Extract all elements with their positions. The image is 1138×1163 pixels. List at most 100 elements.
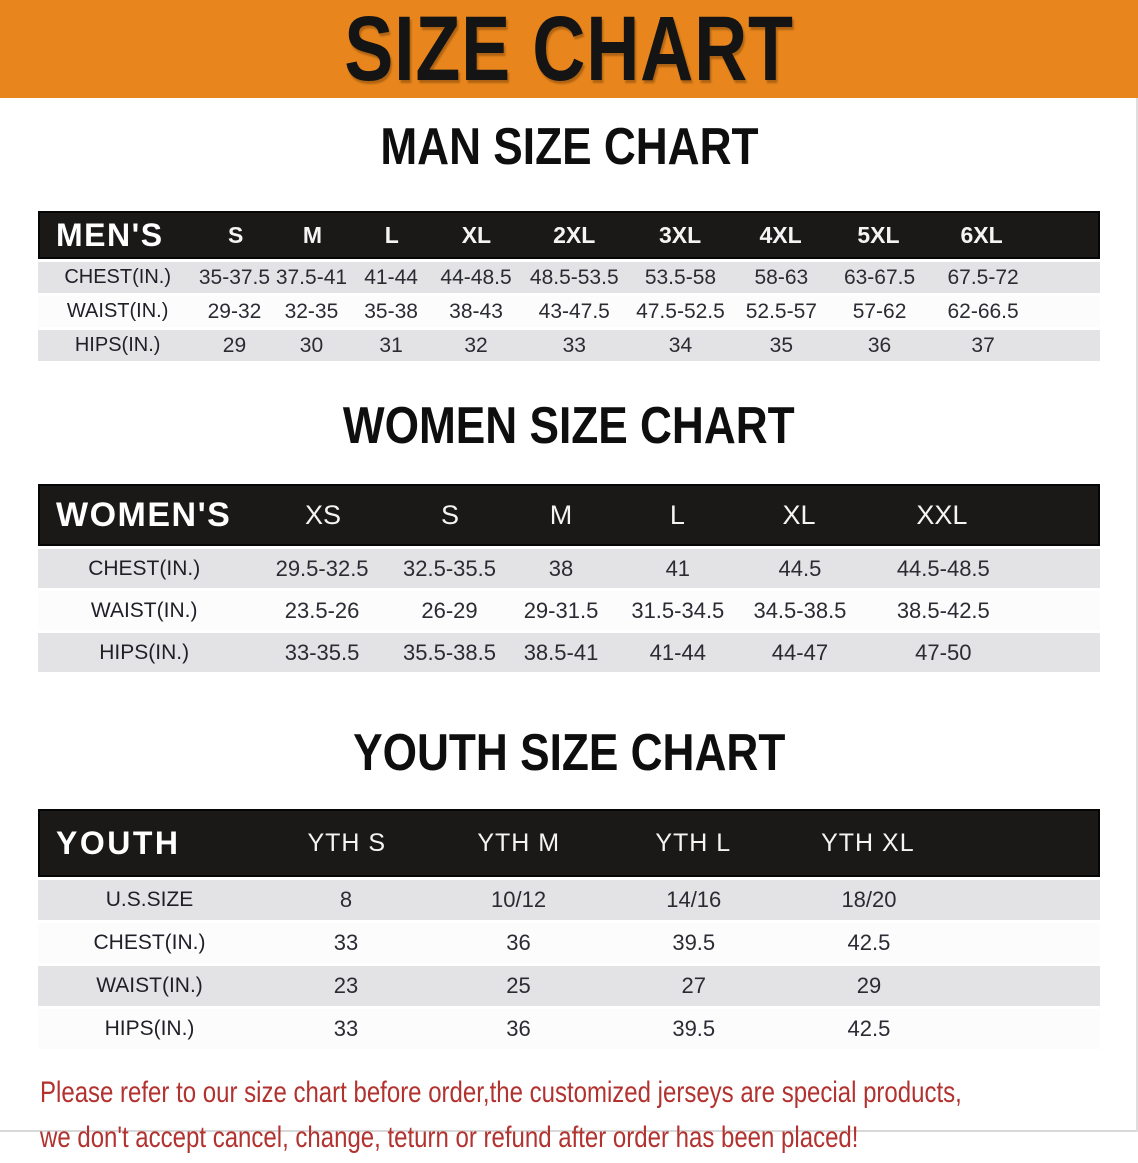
size-value-cell: 34 [668,333,693,357]
size-column-header: 4XL [759,221,802,248]
size-value-cell: 57-62 [852,299,907,323]
size-value-cell: 35.5-38.5 [403,639,496,665]
size-value-cell: 41 [665,555,691,581]
size-value-cell: 32-35 [284,299,339,323]
section-heading-women: WOMEN SIZE CHART [343,397,795,455]
size-value-cell: 30 [299,333,324,357]
size-value-cell: 43-47.5 [538,299,610,323]
size-value-cell: 37 [971,333,995,357]
size-value-cell: 29-32 [207,299,262,323]
size-value-cell: 33-35.5 [284,639,360,665]
size-value-cell: 48.5-53.5 [529,265,619,289]
men-size-table: MEN'S S M L XL 2XL 3XL 4XL 5XL 6XL CHEST… [38,211,1100,361]
size-value-cell: 39.5 [672,1016,716,1041]
size-value-cell: 39.5 [672,930,716,955]
size-value-cell: 35 [769,333,794,357]
size-column-header: XXL [916,499,968,530]
size-value-cell: 44.5-48.5 [896,555,990,581]
size-value-cell: 47-50 [915,639,972,665]
size-value-cell: 10/12 [491,887,547,912]
row-label: HIPS(IN.) [99,640,190,664]
size-value-cell: 33 [333,930,359,955]
size-value-cell: 35-38 [364,299,418,323]
youth-waist-row: WAIST(IN.) 23 25 27 29 [38,966,1100,1006]
size-value-cell: 23.5-26 [284,597,360,623]
size-value-cell: 63-67.5 [843,265,916,289]
size-value-cell: 34.5-38.5 [753,597,847,623]
size-column-header: L [384,221,399,248]
size-value-cell: 31.5-34.5 [631,597,725,623]
size-value-cell: 37.5-41 [275,265,348,289]
women-table-corner-label: WOMEN'S [56,495,232,534]
size-column-header: YTH XL [821,828,915,857]
size-value-cell: 62-66.5 [947,299,1019,323]
size-value-cell: 41-44 [364,265,418,289]
size-column-header: L [669,499,685,530]
page-title: SIZE CHART [344,0,794,100]
women-table-header-row: WOMEN'S XS S M L XL XXL [38,484,1100,546]
size-value-cell: 33 [562,333,586,357]
size-column-header: S [440,499,459,530]
men-table-corner-label: MEN'S [56,216,164,253]
row-label: WAIST(IN.) [90,598,198,622]
size-value-cell: 32 [464,333,488,357]
section-heading-men: MAN SIZE CHART [379,118,759,176]
size-value-cell: 67.5-72 [947,265,1019,289]
size-value-cell: 29.5-32.5 [275,555,369,581]
row-label: HIPS(IN.) [74,334,161,356]
men-waist-row: WAIST(IN.) 29-32 32-35 35-38 38-43 43-47… [38,296,1100,327]
size-column-header: YTH S [307,828,387,857]
men-hips-row: HIPS(IN.) 29 30 31 32 33 34 35 36 37 [38,330,1100,361]
size-column-header: YTH L [655,828,732,857]
size-value-cell: 26-29 [421,597,478,623]
youth-size-table: YOUTH YTH S YTH M YTH L YTH XL U.S.SIZE … [38,809,1100,1049]
size-column-header: 5XL [857,221,900,248]
size-value-cell: 44.5 [778,555,822,581]
size-value-cell: 18/20 [841,887,897,912]
disclaimer: Please refer to our size chart before or… [40,1073,1138,1163]
size-value-cell: 32.5-35.5 [403,555,496,581]
youth-ussize-row: U.S.SIZE 8 10/12 14/16 18/20 [38,880,1100,920]
size-value-cell: 58-63 [754,265,809,289]
size-value-cell: 8 [339,887,353,912]
row-label: HIPS(IN.) [104,1017,195,1040]
size-value-cell: 42.5 [847,1016,891,1041]
disclaimer-line-1: Please refer to our size chart before or… [40,1076,962,1109]
size-column-header: YTH M [477,828,561,857]
size-value-cell: 29-31.5 [523,597,599,623]
women-chest-row: CHEST(IN.) 29.5-32.5 32.5-35.5 38 41 44.… [38,549,1100,588]
disclaimer-line-2: we don't accept cancel, change, teturn o… [40,1121,859,1154]
men-chest-row: CHEST(IN.) 35-37.5 37.5-41 41-44 44-48.5… [38,262,1100,293]
size-value-cell: 33 [333,1016,359,1041]
men-table-header-row: MEN'S S M L XL 2XL 3XL 4XL 5XL 6XL [38,211,1100,259]
size-value-cell: 44-48.5 [440,265,512,289]
size-value-cell: 23 [333,973,359,998]
size-value-cell: 29 [222,333,247,357]
youth-table-header-row: YOUTH YTH S YTH M YTH L YTH XL [38,809,1100,877]
women-waist-row: WAIST(IN.) 23.5-26 26-29 29-31.5 31.5-34… [38,591,1100,630]
size-column-header: 3XL [658,221,702,248]
section-heading-youth: YOUTH SIZE CHART [352,724,786,782]
size-column-header: 6XL [960,221,1003,248]
size-column-header: S [228,221,244,248]
size-column-header: XL [461,221,492,248]
size-column-header: XL [782,499,816,530]
youth-table-corner-label: YOUTH [56,824,181,861]
size-column-header: XS [304,499,342,530]
women-hips-row: HIPS(IN.) 33-35.5 35.5-38.5 38.5-41 41-4… [38,633,1100,672]
youth-hips-row: HIPS(IN.) 33 36 39.5 42.5 [38,1009,1100,1049]
size-value-cell: 38.5-42.5 [896,597,990,623]
size-value-cell: 41-44 [649,639,706,665]
size-value-cell: 44-47 [771,639,829,665]
row-label: CHEST(IN.) [64,266,171,288]
row-label: WAIST(IN.) [96,974,203,997]
row-label: U.S.SIZE [105,888,194,911]
row-label: CHEST(IN.) [93,931,206,954]
banner: SIZE CHART [0,0,1138,98]
size-value-cell: 42.5 [847,930,891,955]
size-column-header: M [549,499,573,530]
size-column-header: M [302,221,322,248]
size-value-cell: 38.5-41 [523,639,599,665]
size-value-cell: 36 [506,1016,531,1041]
